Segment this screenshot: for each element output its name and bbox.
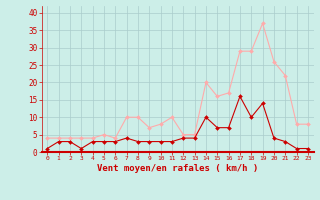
X-axis label: Vent moyen/en rafales ( km/h ): Vent moyen/en rafales ( km/h ) (97, 164, 258, 173)
